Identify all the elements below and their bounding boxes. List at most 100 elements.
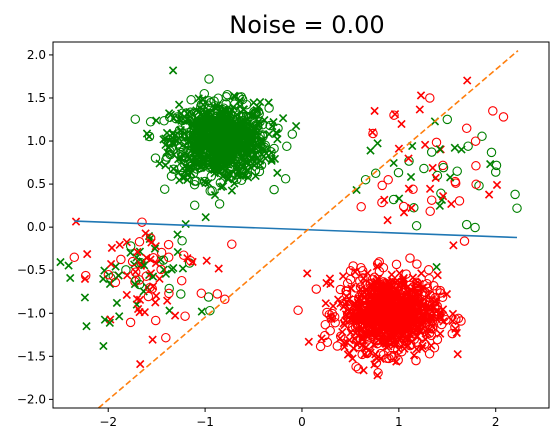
- data-point-x: [234, 165, 244, 175]
- data-point-circle: [456, 316, 466, 326]
- data-point-x: [225, 108, 235, 117]
- data-point-x: [363, 319, 372, 329]
- data-point-x: [56, 257, 65, 267]
- data-point-x: [492, 180, 502, 190]
- data-point-circle: [242, 169, 253, 180]
- data-point-circle: [148, 253, 159, 263]
- data-point-circle: [134, 237, 145, 247]
- y-tick-label: −2.0: [17, 392, 46, 406]
- data-point-circle: [486, 147, 497, 158]
- data-point-circle: [382, 353, 392, 364]
- data-point-circle: [417, 331, 427, 341]
- x-tick-label: −2: [99, 415, 117, 429]
- data-point-x: [164, 109, 174, 118]
- data-point-circle: [429, 343, 440, 353]
- data-point-circle: [477, 131, 487, 142]
- data-point-circle: [422, 278, 432, 289]
- data-point-x: [347, 284, 356, 293]
- data-point-x: [432, 262, 441, 272]
- data-point-x: [407, 203, 416, 213]
- data-point-circle: [164, 288, 174, 299]
- data-point-circle: [470, 136, 481, 146]
- data-point-circle: [432, 334, 443, 345]
- data-point-circle: [512, 203, 522, 213]
- data-point-x: [115, 240, 124, 249]
- data-point-x: [400, 338, 409, 347]
- data-point-circle: [322, 337, 333, 348]
- data-point-x: [99, 341, 108, 351]
- data-point-circle: [176, 275, 187, 286]
- data-point-x: [338, 272, 348, 281]
- data-point-circle: [196, 288, 207, 299]
- data-point-x: [435, 145, 444, 154]
- lines-layer: [74, 49, 519, 409]
- data-point-x: [372, 321, 382, 330]
- data-point-circle: [176, 289, 186, 299]
- data-point-x: [278, 114, 288, 123]
- data-point-circle: [191, 127, 201, 138]
- data-point-x: [409, 351, 419, 360]
- data-point-circle: [426, 195, 437, 205]
- data-point-x: [141, 229, 150, 238]
- data-point-circle: [376, 332, 386, 342]
- data-point-circle: [441, 314, 451, 325]
- data-point-circle: [315, 341, 326, 352]
- data-point-circle: [198, 129, 208, 139]
- data-point-circle: [250, 118, 260, 128]
- data-point-circle: [103, 269, 114, 280]
- data-point-x: [115, 312, 124, 321]
- data-point-circle: [234, 149, 245, 159]
- data-point-circle: [454, 196, 465, 206]
- data-point-circle: [350, 269, 361, 279]
- data-point-x: [142, 129, 152, 138]
- data-point-x: [161, 269, 171, 278]
- data-point-circle: [238, 139, 249, 150]
- data-point-circle: [254, 166, 265, 177]
- data-point-x: [150, 244, 160, 253]
- data-point-x: [336, 299, 345, 308]
- data-point-circle: [177, 236, 187, 246]
- data-point-x: [373, 139, 382, 148]
- data-point-x: [170, 311, 180, 320]
- y-tick-label: −0.5: [17, 263, 46, 277]
- data-point-circle: [232, 165, 242, 175]
- data-point-x: [126, 248, 135, 257]
- data-point-x: [354, 308, 363, 317]
- data-point-circle: [190, 176, 200, 186]
- data-point-circle: [417, 298, 428, 308]
- chart-title: Noise = 0.00: [229, 11, 384, 39]
- data-point-x: [174, 100, 184, 109]
- solid-boundary-line: [74, 220, 518, 239]
- data-point-x: [369, 340, 379, 349]
- data-point-circle: [189, 200, 200, 211]
- data-point-circle: [144, 131, 155, 142]
- data-point-x: [352, 318, 361, 327]
- x-tick-label: 0: [298, 415, 306, 429]
- data-point-circle: [452, 166, 462, 176]
- data-point-circle: [417, 302, 427, 312]
- data-point-circle: [370, 168, 381, 179]
- data-point-x: [394, 327, 403, 337]
- data-point-x: [248, 155, 257, 164]
- data-point-x: [359, 366, 368, 375]
- data-point-circle: [341, 289, 352, 300]
- data-point-x: [334, 295, 343, 304]
- data-point-x: [163, 296, 172, 305]
- data-point-circle: [425, 93, 435, 103]
- data-point-circle: [282, 141, 292, 152]
- data-point-circle: [136, 258, 146, 268]
- data-point-x: [169, 135, 179, 144]
- data-point-x: [114, 271, 123, 280]
- data-point-x: [322, 278, 331, 288]
- data-point-circle: [392, 345, 403, 355]
- data-point-x: [161, 161, 170, 170]
- data-point-x: [151, 298, 160, 307]
- data-point-x: [222, 142, 231, 151]
- data-point-circle: [375, 348, 386, 359]
- data-point-x: [123, 271, 132, 280]
- data-point-circle: [143, 291, 154, 302]
- data-point-circle: [341, 286, 352, 297]
- data-point-circle: [390, 287, 400, 298]
- data-point-x: [450, 143, 459, 152]
- data-point-x: [372, 354, 381, 363]
